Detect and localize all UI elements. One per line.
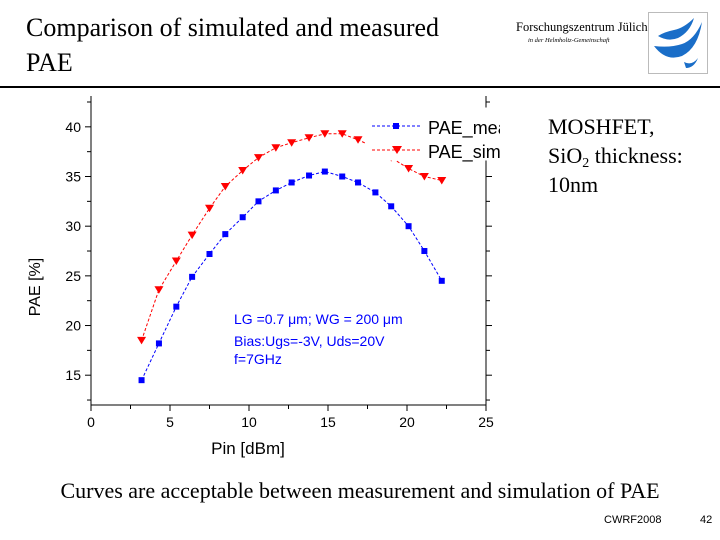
y-tick-label-25: 25: [65, 268, 81, 284]
annotation-line-3: f=7GHz: [234, 351, 282, 367]
point-PAE_sim-16: [404, 165, 414, 173]
legend-meas-label: PAE_meas: [428, 118, 500, 139]
institution-name: Forschungszentrum Jülich: [516, 20, 648, 34]
point-PAE_meas-17: [421, 248, 428, 255]
point-PAE_sim-12: [337, 130, 347, 138]
point-PAE_sim-13: [353, 136, 363, 144]
y-tick-label-35: 35: [65, 169, 81, 185]
legend-meas-marker: [393, 123, 399, 129]
point-PAE_meas-13: [355, 179, 362, 186]
legend-sim-marker: [392, 146, 402, 154]
x-tick-label-5: 5: [166, 414, 174, 430]
title-line-2: PAE: [26, 48, 73, 77]
point-PAE_meas-16: [405, 223, 412, 230]
point-PAE_sim-1: [154, 286, 164, 294]
y-tick-label-15: 15: [65, 367, 81, 383]
point-PAE_sim-10: [304, 134, 314, 142]
point-PAE_meas-9: [288, 179, 295, 186]
note-o: O: [566, 143, 583, 168]
point-PAE_meas-4: [206, 250, 213, 257]
point-PAE_meas-12: [339, 173, 346, 180]
point-PAE_meas-5: [222, 231, 229, 238]
point-PAE_meas-8: [272, 187, 279, 194]
series-line-PAE_sim: [141, 133, 442, 341]
point-PAE_meas-0: [138, 377, 145, 384]
note-si: Si: [548, 143, 567, 168]
point-PAE_sim-0: [137, 336, 147, 345]
footer-conference: CWRF2008: [604, 514, 662, 526]
point-PAE_meas-6: [239, 214, 246, 221]
annotation-line-1: LG =0.7 μm; WG = 200 μm: [234, 311, 403, 327]
footer-page-number: 42: [700, 514, 713, 526]
point-PAE_meas-2: [173, 303, 180, 310]
point-PAE_meas-18: [438, 277, 445, 284]
point-PAE_sim-5: [220, 182, 230, 191]
chart-ticks: 0 5 10 15 20 25 15 20 25 30 35 40: [65, 101, 494, 430]
point-PAE_meas-11: [321, 168, 328, 175]
x-tick-label-15: 15: [320, 414, 336, 430]
point-PAE_sim-11: [320, 130, 330, 138]
point-PAE_sim-6: [238, 167, 248, 175]
device-note: MOSHFET, SiO2 thickness: 10nm: [548, 112, 683, 199]
conclusion-text: Curves are acceptable between measuremen…: [60, 478, 660, 503]
point-PAE_sim-4: [205, 204, 214, 213]
point-PAE_sim-2: [171, 257, 181, 265]
chart-legend: PAE_meas PAE_sim: [365, 107, 500, 163]
point-PAE_sim-9: [287, 139, 297, 147]
x-axis-label: Pin [dBm]: [211, 439, 285, 458]
point-PAE_sim-7: [253, 154, 263, 162]
x-tick-label-0: 0: [87, 414, 95, 430]
point-PAE_meas-15: [388, 203, 395, 210]
x-tick-label-20: 20: [399, 414, 415, 430]
point-PAE_sim-18: [437, 176, 447, 185]
point-PAE_meas-3: [189, 273, 196, 280]
point-PAE_meas-14: [372, 189, 379, 196]
note-line-1: MOSHFET,: [548, 114, 655, 139]
institution-logo-icon: [648, 12, 708, 74]
point-PAE_sim-3: [187, 231, 197, 240]
point-PAE_meas-10: [306, 172, 313, 179]
y-tick-label-20: 20: [65, 318, 81, 334]
y-tick-label-40: 40: [65, 119, 81, 135]
note-subscript: 2: [582, 156, 590, 171]
x-tick-label-25: 25: [478, 414, 494, 430]
annotation-line-2: Bias:Ugs=-3V, Uds=20V: [234, 333, 385, 349]
title-line-1: Comparison of simulated and measured: [26, 13, 440, 42]
institution-subtitle: in der Helmholtz-Gemeinschaft: [528, 37, 610, 44]
point-PAE_meas-1: [155, 340, 162, 347]
legend-sim-label: PAE_sim: [428, 142, 500, 163]
chart-series: [137, 130, 447, 384]
pae-chart: 0 5 10 15 20 25 15 20 25 30 35 40 Pin [dBm] PAE [%]…: [27, 96, 500, 458]
point-PAE_meas-7: [255, 198, 262, 205]
slide-title: Comparison of simulated and measured PAE: [26, 10, 486, 80]
institution-logo-text: Forschungszentrum Jülich in der Helmholt…: [516, 20, 648, 44]
note-thickness: thickness:: [589, 143, 683, 168]
y-axis-label: PAE [%]: [27, 258, 44, 316]
header-divider: [0, 86, 720, 88]
y-tick-label-30: 30: [65, 218, 81, 234]
note-line-2: SiO2 thickness:: [548, 141, 683, 171]
point-PAE_sim-17: [419, 173, 429, 181]
note-line-3: 10nm: [548, 172, 599, 197]
point-PAE_sim-8: [271, 144, 281, 152]
x-tick-label-10: 10: [241, 414, 257, 430]
chart-annotation: LG =0.7 μm; WG = 200 μm Bias:Ugs=-3V, Ud…: [234, 311, 403, 367]
